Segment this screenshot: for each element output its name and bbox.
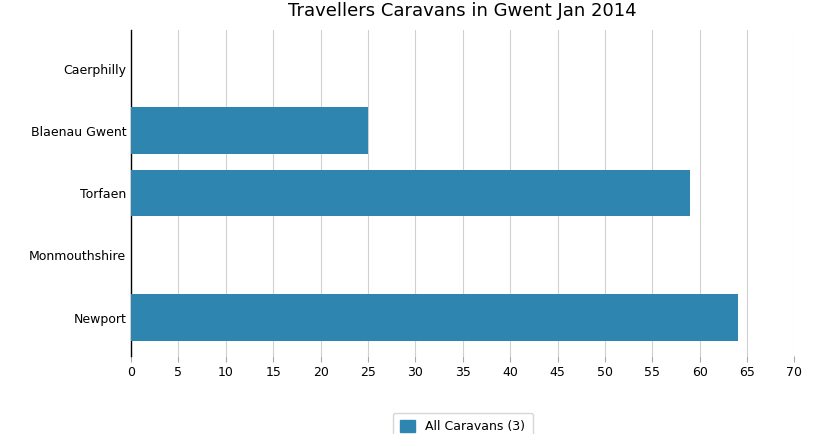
Legend: All Caravans (3): All Caravans (3): [393, 413, 532, 434]
Bar: [131, 108, 368, 154]
Title: Travellers Caravans in Gwent Jan 2014: Travellers Caravans in Gwent Jan 2014: [288, 3, 637, 20]
Bar: [131, 170, 690, 217]
Bar: [131, 294, 738, 341]
